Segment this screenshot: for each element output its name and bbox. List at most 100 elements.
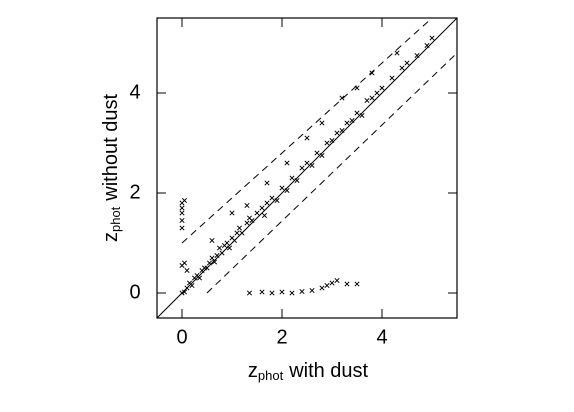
point [289,175,295,181]
y-label-sub: phot [108,206,123,232]
point [319,285,325,291]
point [339,95,345,101]
point [231,237,238,244]
point [204,265,210,271]
point [279,289,285,295]
point [314,150,320,156]
point [324,140,330,146]
point [196,275,203,281]
point [254,210,260,216]
point [379,85,385,91]
point [179,217,185,224]
reference-line [157,18,457,318]
point [214,252,220,259]
point [259,289,265,295]
reference-line [206,52,457,294]
point [334,130,340,136]
point [329,280,335,286]
x-axis-label: zphot with dust [248,360,369,383]
point [369,95,375,101]
point [309,287,315,294]
point [424,42,430,49]
point [184,267,190,274]
point [354,110,360,116]
point [244,220,250,226]
point [389,75,395,81]
point [189,282,195,289]
point [364,97,370,104]
y-tick-label: 2 [129,181,140,203]
point [179,205,185,211]
point [354,85,360,91]
reference-line [181,18,433,244]
point [264,200,270,206]
point [369,70,375,76]
point [344,281,350,287]
point [279,185,285,191]
y-label-rest: without dust [100,94,122,202]
point [259,205,265,211]
point [404,60,410,66]
point [181,260,188,266]
point [206,260,213,266]
x-label-sub: phot [258,368,284,383]
point [429,35,435,41]
x-tick-label: 4 [376,326,387,348]
point [414,52,420,59]
point [226,245,233,251]
point [294,177,300,184]
point [264,180,270,186]
point [219,250,225,256]
point [319,152,325,159]
point [339,127,345,134]
point [334,277,340,284]
y-tick-label: 4 [129,81,140,103]
point [181,289,188,295]
point [269,290,275,296]
point [244,202,250,209]
point [261,212,268,219]
x-tick-label: 0 [176,326,187,348]
point [284,187,290,194]
x-tick-label: 2 [276,326,287,348]
point [284,160,290,166]
point [324,282,330,289]
point [359,112,365,119]
point [179,225,185,231]
y-label-main: z [100,232,122,242]
point [349,117,355,124]
point [289,290,295,296]
point [304,160,310,166]
point [304,135,310,141]
point [274,197,280,204]
point [344,120,350,126]
point [181,197,188,204]
point [209,237,215,244]
point [299,165,305,171]
point [354,281,360,287]
point [309,162,315,169]
point [209,255,215,261]
point [246,290,253,296]
point [249,217,255,224]
point [236,225,243,231]
point [179,210,185,216]
plot-frame [156,17,458,319]
x-label-main: z [248,360,258,382]
point [184,285,190,291]
point [374,90,380,96]
point [229,210,235,216]
point [329,137,335,144]
point [224,240,230,246]
point [211,259,218,265]
point [319,120,325,126]
point [299,288,305,295]
point [234,230,240,236]
point [239,230,245,236]
point [394,50,400,56]
x-label-rest: with dust [288,360,368,382]
point [216,245,223,251]
y-axis-label: zphot without dust [100,94,123,242]
